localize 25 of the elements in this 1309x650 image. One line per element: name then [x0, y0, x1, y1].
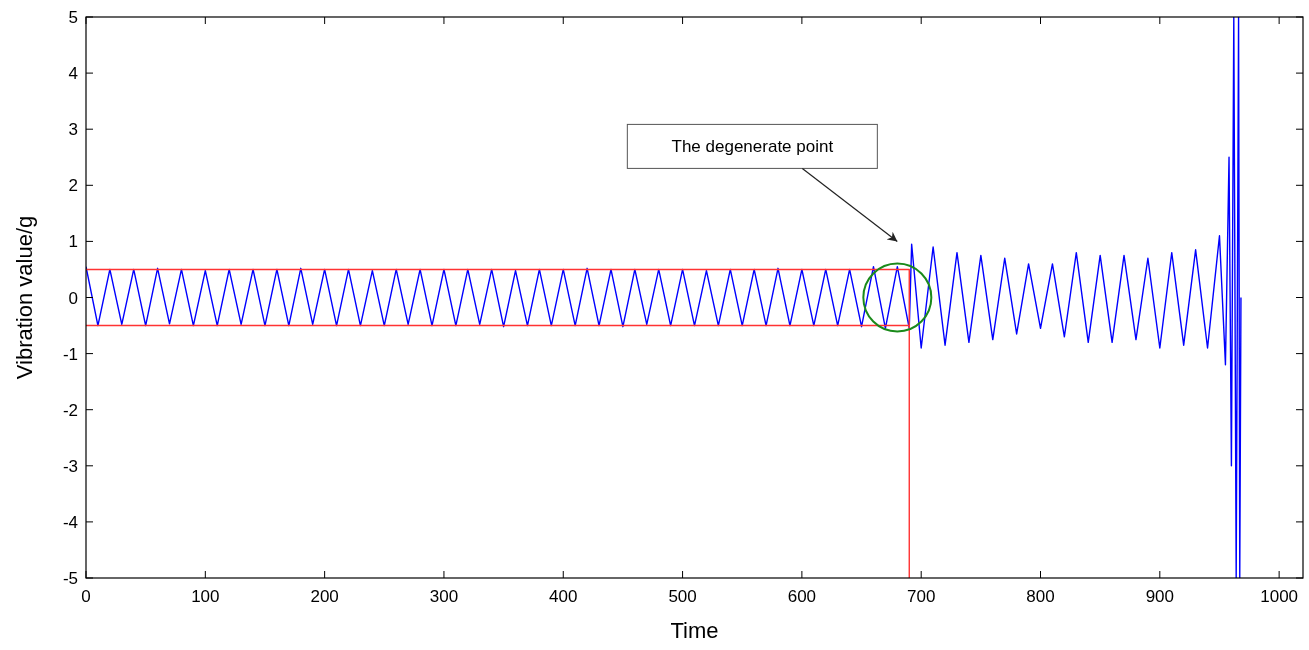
x-tick-label: 0: [81, 587, 91, 606]
x-tick-label: 800: [1026, 587, 1055, 606]
x-tick-label: 100: [191, 587, 220, 606]
y-tick-label: 3: [68, 120, 78, 140]
x-tick-label: 700: [907, 587, 936, 606]
x-tick-label: 300: [429, 587, 459, 606]
y-tick-label: 5: [68, 8, 78, 27]
y-tick-label: -4: [62, 512, 78, 532]
y-tick-label: -1: [62, 344, 78, 364]
y-tick-label: 4: [68, 64, 78, 84]
y-tick-label: 2: [68, 176, 78, 196]
y-tick-label: -5: [62, 569, 78, 588]
annotation: The degenerate point: [671, 137, 834, 157]
x-tick-label: 500: [668, 587, 697, 606]
x-tick-label: 400: [549, 587, 578, 606]
y-tick-label: 1: [68, 232, 78, 252]
x-tick-label: 900: [1145, 587, 1175, 606]
x-tick-label: 1000: [1260, 587, 1299, 606]
x-tick-label: 600: [787, 587, 817, 606]
x-tick-label: 200: [310, 587, 339, 606]
y-tick-label: -2: [62, 400, 78, 420]
y-axis-title: Vibration value/g: [12, 215, 37, 380]
x-axis-title: Time: [670, 618, 719, 643]
y-tick-label: 0: [68, 288, 78, 308]
y-tick-label: -3: [62, 456, 78, 476]
